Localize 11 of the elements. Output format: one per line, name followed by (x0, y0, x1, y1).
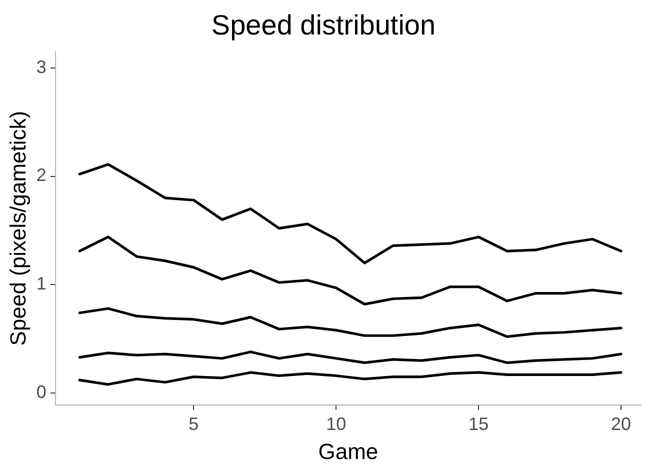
x-tick-label: 5 (188, 414, 199, 434)
y-tick-label: 3 (36, 56, 46, 77)
y-tick-label: 2 (36, 165, 46, 186)
x-axis-title: Game (318, 438, 378, 464)
x-tick-label: 10 (326, 414, 346, 434)
x-tick-label: 20 (611, 414, 632, 434)
y-tick-label: 1 (36, 274, 46, 294)
chart-title: Speed distribution (211, 10, 436, 41)
y-tick-label: 0 (36, 382, 46, 402)
y-axis-title: Speed (pixels/gametick) (5, 110, 30, 346)
x-tick-label: 15 (468, 414, 489, 434)
